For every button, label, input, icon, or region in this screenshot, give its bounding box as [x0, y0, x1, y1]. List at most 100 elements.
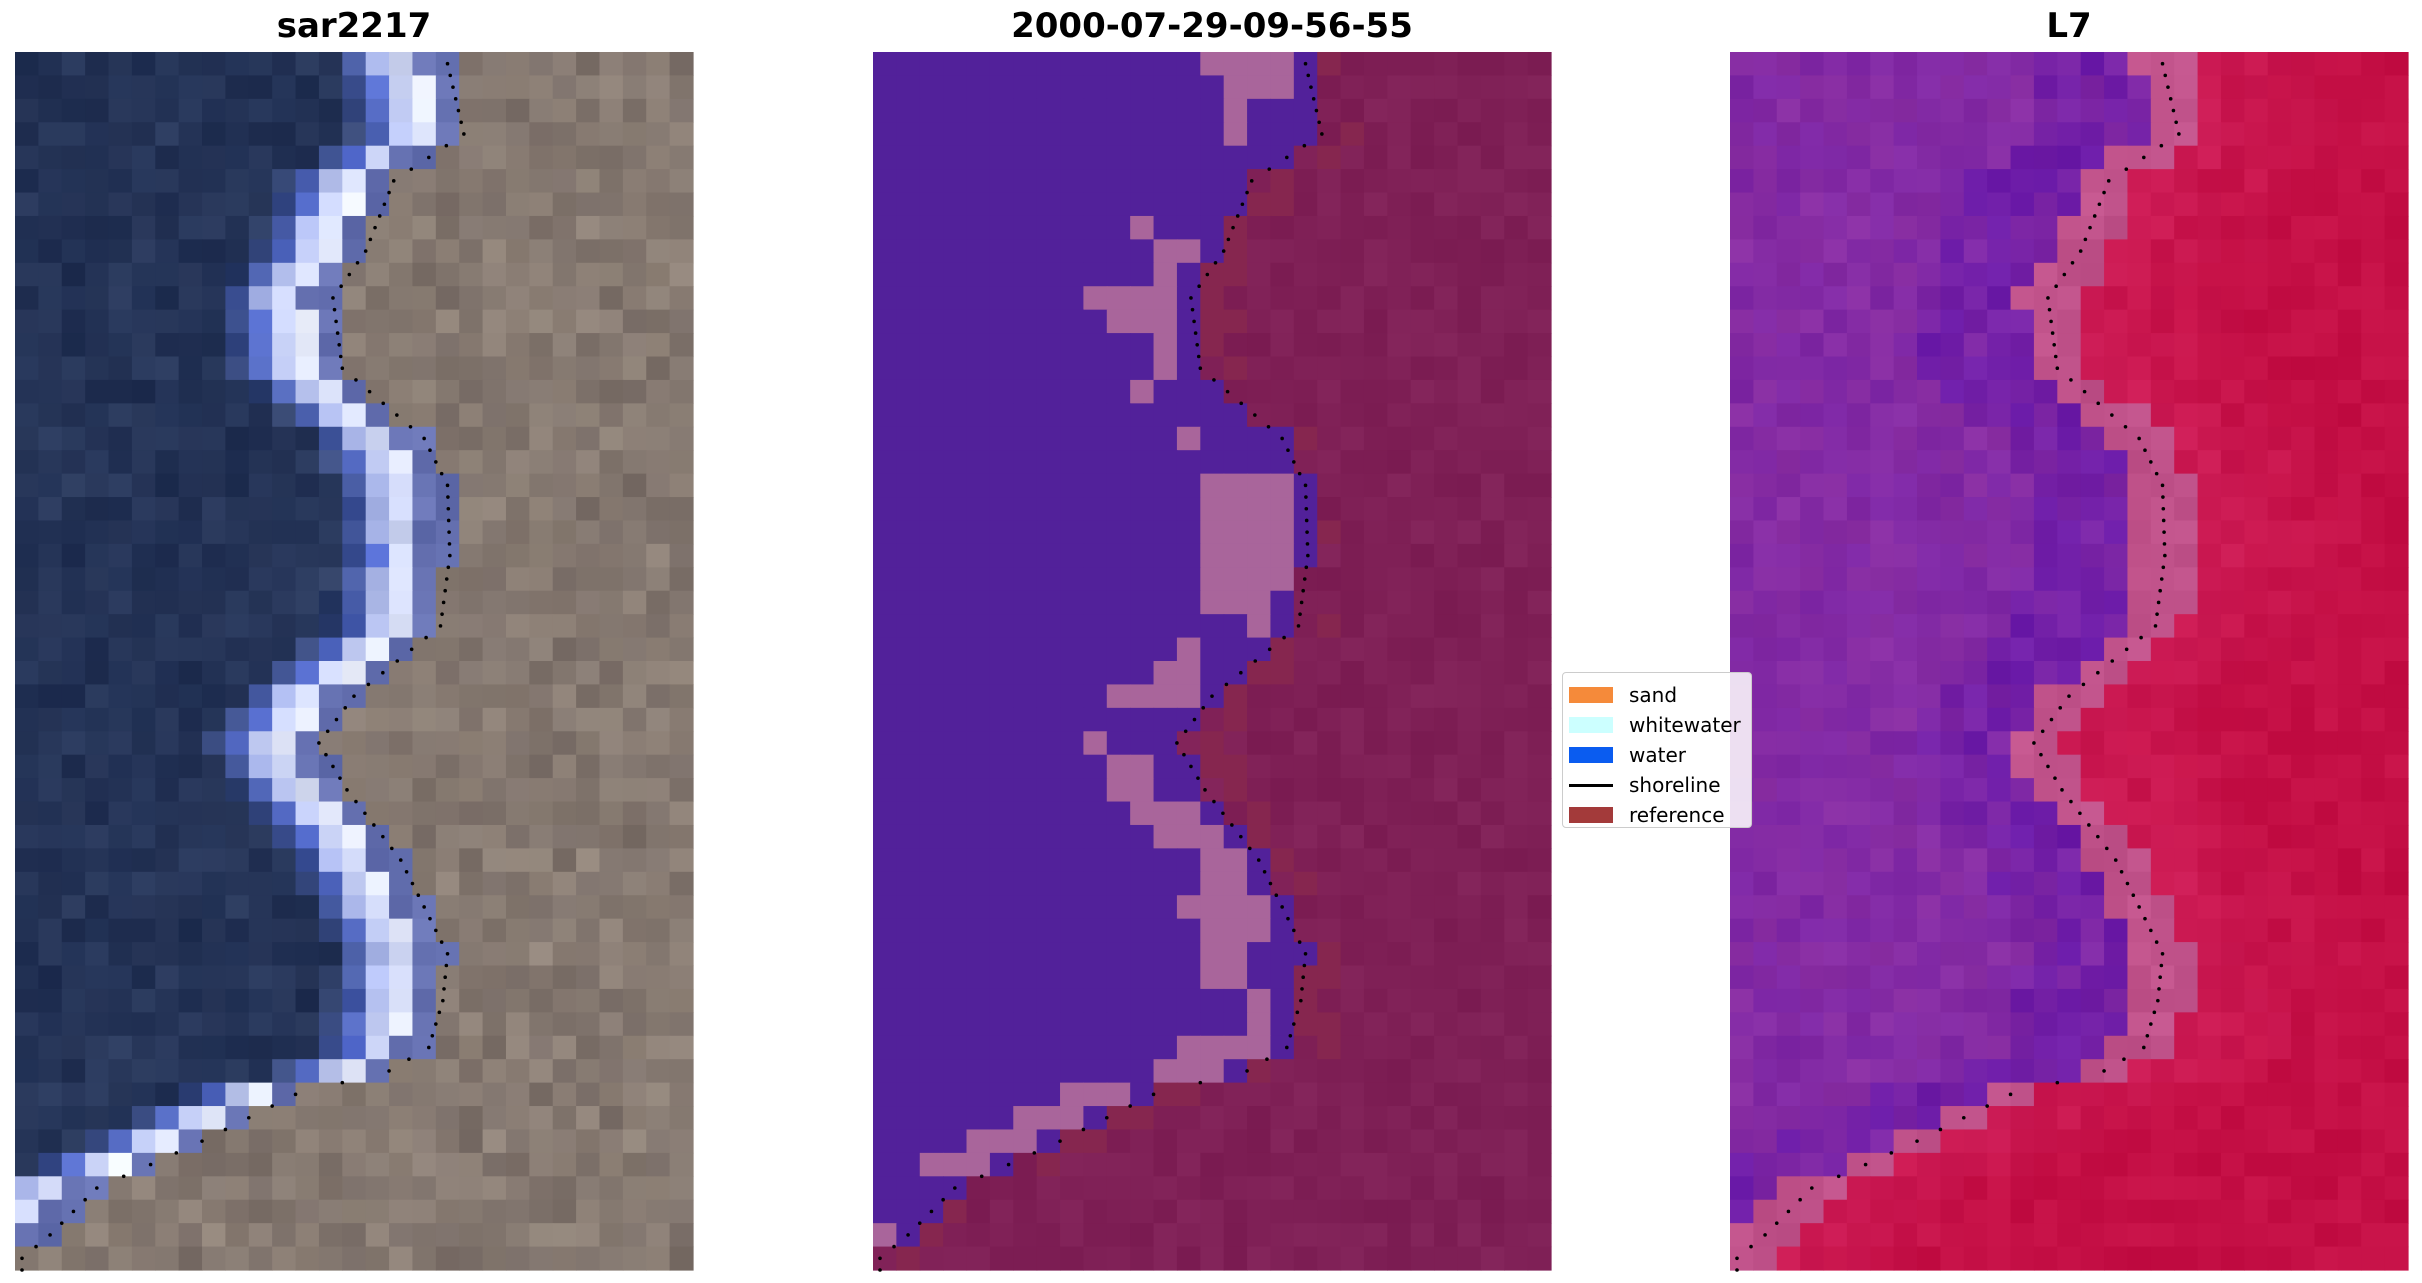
image-pixel	[1776, 684, 1801, 709]
image-pixel	[1293, 918, 1318, 943]
image-pixel	[1776, 98, 1801, 123]
image-pixel	[2197, 778, 2222, 803]
image-pixel	[622, 520, 647, 545]
image-pixel	[529, 754, 554, 779]
image-pixel	[989, 988, 1014, 1013]
image-pixel	[2267, 707, 2292, 732]
image-pixel	[1434, 1106, 1459, 1131]
image-pixel	[342, 1035, 367, 1060]
image-pixel	[1083, 543, 1108, 568]
image-pixel	[505, 497, 530, 522]
shoreline-point	[2161, 506, 2166, 511]
image-pixel	[1480, 731, 1505, 756]
image-pixel	[131, 1106, 156, 1131]
image-pixel	[295, 754, 320, 779]
image-pixel	[1340, 1223, 1365, 1248]
image-pixel	[1060, 1082, 1085, 1107]
image-pixel	[2361, 848, 2386, 873]
image-pixel	[873, 239, 897, 264]
image-pixel	[2174, 286, 2199, 311]
image-pixel	[599, 1223, 624, 1248]
image-pixel	[2384, 918, 2409, 943]
image-pixel	[1130, 1246, 1155, 1271]
image-pixel	[896, 215, 921, 240]
image-pixel	[1434, 192, 1459, 217]
image-pixel	[1363, 848, 1388, 873]
image-pixel	[1800, 707, 1825, 732]
image-pixel	[1504, 895, 1529, 920]
image-pixel	[1106, 965, 1131, 990]
image-pixel	[2033, 661, 2058, 686]
image-pixel	[1036, 567, 1061, 592]
image-pixel	[1870, 1176, 1895, 1201]
image-pixel	[295, 1199, 320, 1224]
image-pixel	[2291, 356, 2316, 381]
image-pixel	[2267, 192, 2292, 217]
image-pixel	[1153, 1082, 1178, 1107]
image-pixel	[482, 215, 507, 240]
image-pixel	[2291, 1012, 2316, 1037]
shoreline-point	[2161, 495, 2165, 499]
image-pixel	[552, 871, 577, 896]
image-pixel	[1730, 309, 1754, 334]
image-pixel	[552, 942, 577, 967]
image-pixel	[85, 543, 110, 568]
image-pixel	[1963, 590, 1988, 615]
image-pixel	[1753, 192, 1778, 217]
image-pixel	[108, 801, 133, 826]
image-pixel	[2220, 403, 2245, 428]
image-pixel	[1387, 1012, 1412, 1037]
image-pixel	[1200, 379, 1225, 404]
image-pixel	[272, 590, 297, 615]
image-pixel	[1870, 403, 1895, 428]
image-pixel	[2080, 1059, 2105, 1084]
image-pixel	[225, 707, 250, 732]
shoreline-point	[2161, 518, 2166, 523]
image-pixel	[2244, 661, 2269, 686]
shoreline-point	[325, 729, 330, 734]
image-pixel	[108, 473, 133, 498]
image-pixel	[2197, 988, 2222, 1013]
image-pixel	[2010, 1223, 2035, 1248]
image-pixel	[1340, 918, 1365, 943]
image-pixel	[389, 169, 414, 194]
image-pixel	[1247, 356, 1272, 381]
image-pixel	[1480, 450, 1505, 475]
image-pixel	[529, 1246, 554, 1271]
image-pixel	[896, 707, 921, 732]
image-pixel	[1527, 426, 1552, 451]
image-pixel	[505, 848, 530, 873]
image-pixel	[15, 778, 39, 803]
image-pixel	[622, 731, 647, 756]
image-pixel	[2314, 497, 2339, 522]
image-pixel	[2314, 215, 2339, 240]
image-pixel	[1176, 379, 1201, 404]
image-pixel	[295, 801, 320, 826]
image-pixel	[1387, 684, 1412, 709]
image-pixel	[389, 75, 414, 100]
image-pixel	[1153, 1152, 1178, 1177]
image-pixel	[1317, 567, 1342, 592]
image-pixel	[622, 871, 647, 896]
image-pixel	[2244, 145, 2269, 170]
image-pixel	[1200, 1082, 1225, 1107]
image-pixel	[155, 497, 180, 522]
image-pixel	[178, 520, 203, 545]
shoreline-point	[2171, 108, 2176, 113]
image-pixel	[1940, 215, 1965, 240]
image-pixel	[38, 1082, 63, 1107]
image-pixel	[2384, 824, 2409, 849]
image-pixel	[669, 520, 694, 545]
image-pixel	[1776, 965, 1801, 990]
image-pixel	[1036, 871, 1061, 896]
image-pixel	[943, 52, 968, 77]
image-pixel	[1176, 614, 1201, 639]
image-pixel	[1293, 1152, 1318, 1177]
image-pixel	[178, 473, 203, 498]
image-pixel	[966, 145, 991, 170]
image-pixel	[1410, 1176, 1435, 1201]
image-pixel	[1387, 801, 1412, 826]
image-pixel	[1480, 98, 1505, 123]
image-pixel	[2080, 52, 2105, 77]
image-pixel	[342, 731, 367, 756]
